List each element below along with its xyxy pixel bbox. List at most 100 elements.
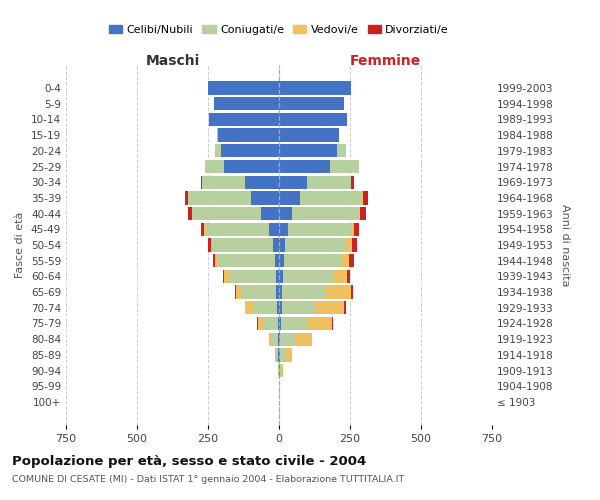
Bar [275, 348, 276, 362]
Bar [285, 238, 346, 252]
Bar [279, 222, 287, 236]
Bar [363, 191, 368, 204]
Bar [301, 191, 361, 204]
Bar [287, 222, 352, 236]
Bar [296, 332, 311, 346]
Bar [279, 97, 344, 110]
Bar [253, 301, 277, 314]
Bar [263, 317, 278, 330]
Bar [188, 191, 251, 204]
Bar [269, 332, 271, 346]
Bar [208, 238, 211, 252]
Bar [209, 113, 279, 126]
Bar [205, 222, 269, 236]
Bar [354, 222, 359, 236]
Bar [242, 286, 276, 299]
Bar [349, 254, 353, 268]
Bar [211, 238, 212, 252]
Bar [286, 348, 292, 362]
Bar [279, 270, 283, 283]
Bar [188, 207, 193, 220]
Bar [332, 317, 333, 330]
Bar [279, 176, 307, 189]
Bar [281, 364, 283, 377]
Bar [208, 82, 279, 94]
Bar [276, 348, 278, 362]
Bar [205, 160, 224, 173]
Bar [360, 207, 365, 220]
Bar [269, 222, 279, 236]
Bar [279, 332, 280, 346]
Bar [275, 270, 279, 283]
Text: Maschi: Maschi [145, 54, 200, 68]
Bar [279, 254, 284, 268]
Bar [279, 191, 301, 204]
Bar [275, 254, 279, 268]
Bar [344, 301, 346, 314]
Bar [282, 301, 316, 314]
Bar [279, 160, 330, 173]
Bar [185, 191, 188, 204]
Y-axis label: Anni di nascita: Anni di nascita [560, 204, 570, 286]
Bar [202, 176, 245, 189]
Bar [201, 176, 202, 189]
Bar [201, 222, 205, 236]
Bar [325, 286, 350, 299]
Bar [193, 207, 260, 220]
Bar [245, 176, 279, 189]
Bar [279, 144, 337, 158]
Bar [307, 317, 332, 330]
Bar [251, 191, 279, 204]
Bar [276, 286, 279, 299]
Bar [279, 286, 283, 299]
Bar [279, 301, 282, 314]
Bar [278, 332, 279, 346]
Bar [215, 254, 218, 268]
Bar [260, 207, 279, 220]
Bar [235, 286, 236, 299]
Bar [224, 160, 279, 173]
Bar [359, 207, 360, 220]
Bar [274, 238, 279, 252]
Bar [280, 348, 286, 362]
Bar [279, 113, 347, 126]
Bar [218, 254, 275, 268]
Bar [278, 317, 279, 330]
Bar [283, 286, 325, 299]
Bar [284, 254, 341, 268]
Bar [223, 270, 224, 283]
Bar [229, 270, 275, 283]
Bar [337, 144, 346, 158]
Bar [279, 348, 280, 362]
Text: COMUNE DI CESATE (MI) - Dati ISTAT 1° gennaio 2004 - Elaborazione TUTTITALIA.IT: COMUNE DI CESATE (MI) - Dati ISTAT 1° ge… [12, 475, 404, 484]
Bar [224, 270, 229, 283]
Bar [279, 82, 352, 94]
Bar [316, 301, 344, 314]
Bar [346, 238, 352, 252]
Bar [279, 317, 281, 330]
Bar [213, 254, 215, 268]
Bar [338, 128, 340, 142]
Bar [281, 317, 307, 330]
Bar [280, 332, 296, 346]
Bar [271, 332, 278, 346]
Bar [280, 364, 281, 377]
Bar [212, 238, 274, 252]
Bar [352, 176, 354, 189]
Bar [283, 270, 333, 283]
Y-axis label: Fasce di età: Fasce di età [16, 212, 25, 278]
Text: Femmine: Femmine [350, 54, 421, 68]
Bar [307, 176, 352, 189]
Legend: Celibi/Nubili, Coniugati/e, Vedovi/e, Divorziati/e: Celibi/Nubili, Coniugati/e, Vedovi/e, Di… [104, 20, 454, 39]
Bar [352, 222, 354, 236]
Bar [221, 144, 279, 158]
Bar [347, 270, 350, 283]
Bar [279, 238, 285, 252]
Bar [350, 286, 353, 299]
Bar [218, 128, 279, 142]
Bar [215, 144, 221, 158]
Text: Popolazione per età, sesso e stato civile - 2004: Popolazione per età, sesso e stato civil… [12, 455, 366, 468]
Bar [236, 286, 242, 299]
Bar [352, 238, 357, 252]
Bar [245, 301, 253, 314]
